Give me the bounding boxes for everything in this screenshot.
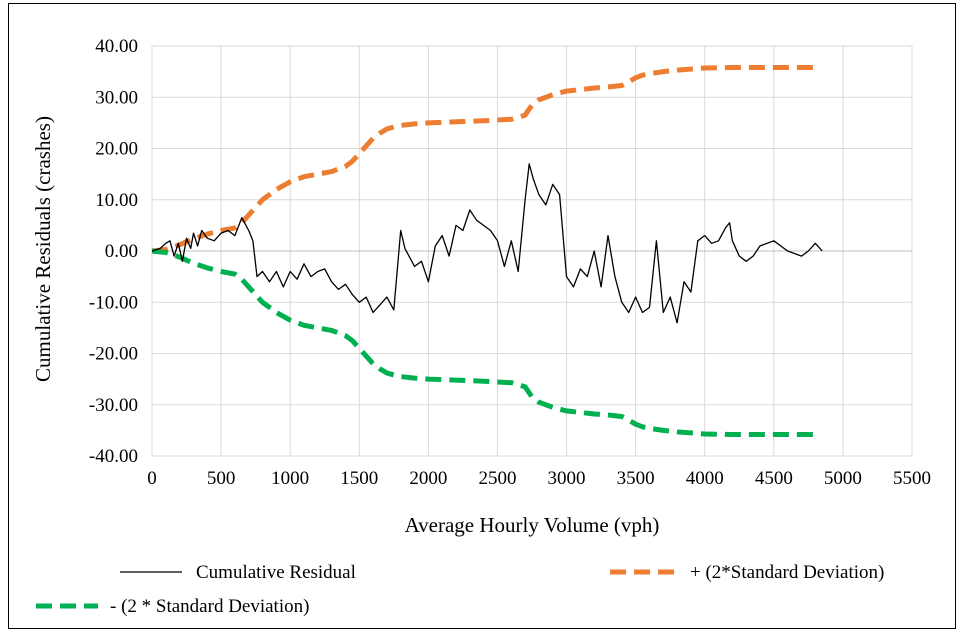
y-tick-label: 10.00 <box>95 190 138 211</box>
y-tick-label: -40.00 <box>89 446 138 467</box>
x-tick-label: 2500 <box>478 468 516 489</box>
legend-label-minus-2sd: - (2 * Standard Deviation) <box>110 596 309 617</box>
x-tick-label: 1500 <box>340 468 378 489</box>
x-tick-labels: 0 500 1000 1500 2000 2500 3000 3500 4000 4500 5000… <box>147 468 931 489</box>
x-tick-label: 3500 <box>617 468 655 489</box>
y-tick-label: 0.00 <box>105 241 138 262</box>
y-tick-label: 20.00 <box>95 139 138 160</box>
x-tick-label: 500 <box>207 468 236 489</box>
legend-label-cumulative-residual: Cumulative Residual <box>196 562 356 583</box>
gridlines <box>151 45 913 457</box>
chart-frame <box>8 3 956 629</box>
x-tick-label: 4500 <box>755 468 793 489</box>
x-tick-label: 5000 <box>824 468 862 489</box>
series-cumulative-residual-line <box>151 163 823 324</box>
y-tick-labels: 40.00 30.00 20.00 10.00 0.00 -10.00 -20.00 -30.… <box>89 36 138 467</box>
legend: Cumulative Residual + (2*Standard Deviat… <box>36 562 884 617</box>
series-layer <box>151 65 823 437</box>
x-tick-label: 3000 <box>548 468 586 489</box>
y-tick-label: -30.00 <box>89 395 138 416</box>
x-tick-label: 1000 <box>271 468 309 489</box>
y-tick-label: 40.00 <box>95 36 138 57</box>
y-tick-label: -20.00 <box>89 344 138 365</box>
series-plus-2sd-line <box>151 65 816 254</box>
series-minus-2sd-line <box>151 248 816 437</box>
x-tick-label: 5500 <box>893 468 931 489</box>
y-axis-title: Cumulative Residuals (crashes) <box>31 116 55 382</box>
y-tick-label: -10.00 <box>89 292 138 313</box>
x-tick-label: 0 <box>147 468 157 489</box>
y-tick-label: 30.00 <box>95 87 138 108</box>
x-axis-title: Average Hourly Volume (vph) <box>405 513 660 537</box>
legend-label-plus-2sd: + (2*Standard Deviation) <box>690 562 884 583</box>
x-tick-label: 2000 <box>409 468 447 489</box>
x-tick-label: 4000 <box>686 468 724 489</box>
